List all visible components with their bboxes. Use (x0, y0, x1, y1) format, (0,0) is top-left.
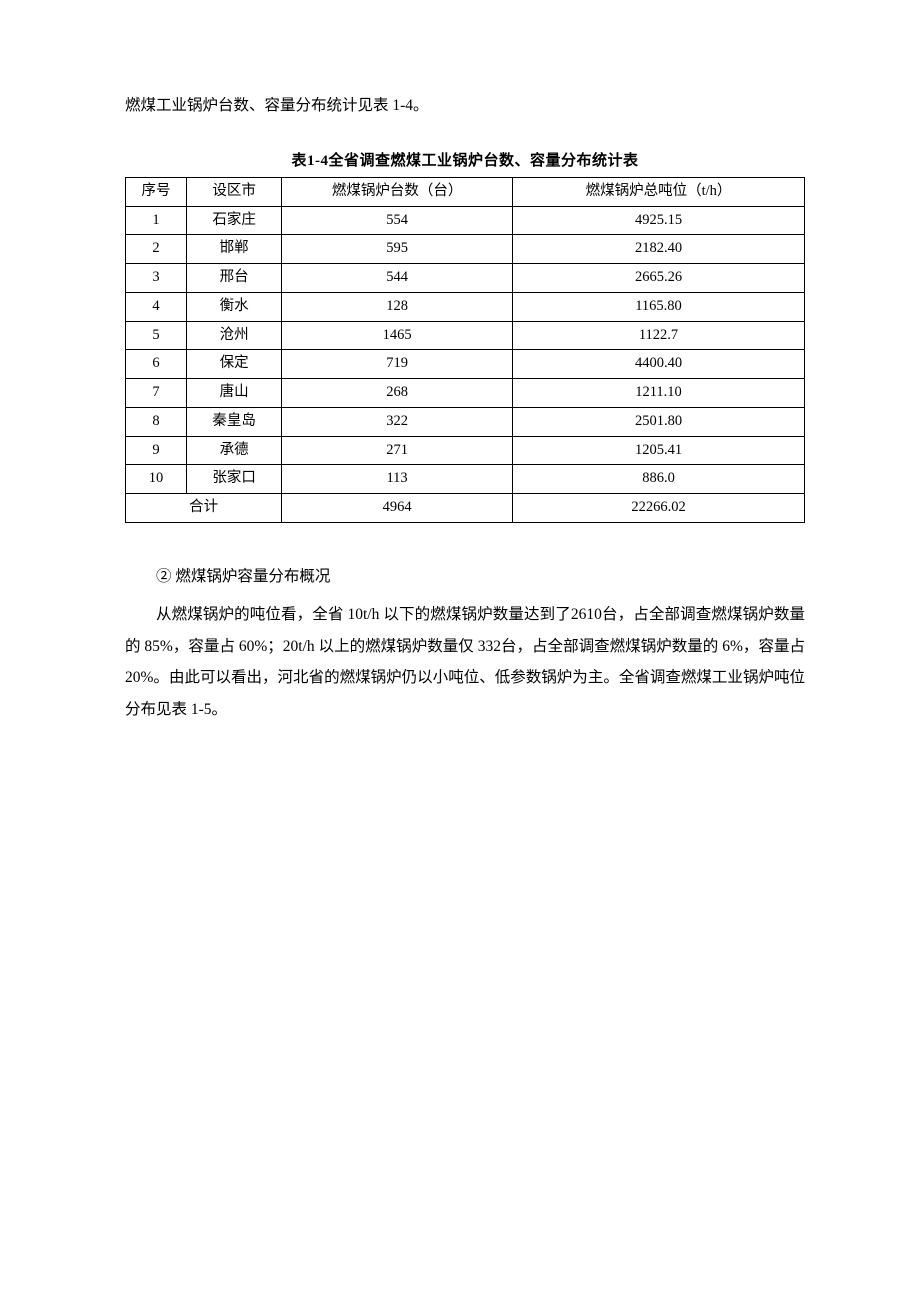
cell-tonnage: 886.0 (513, 465, 805, 494)
cell-seq: 3 (126, 264, 187, 293)
cell-count: 595 (282, 235, 513, 264)
cell-count: 268 (282, 379, 513, 408)
cell-city: 承德 (187, 436, 282, 465)
table-row: 2邯郸5952182.40 (126, 235, 805, 264)
table-title: 表1-4全省调查燃煤工业锅炉台数、容量分布统计表 (125, 148, 805, 175)
cell-seq: 7 (126, 379, 187, 408)
cell-seq: 8 (126, 407, 187, 436)
col-header-tonnage: 燃煤锅炉总吨位（t/h） (513, 177, 805, 206)
table-row: 1石家庄5544925.15 (126, 206, 805, 235)
cell-count: 719 (282, 350, 513, 379)
table-row: 7唐山2681211.10 (126, 379, 805, 408)
cell-tonnage: 1122.7 (513, 321, 805, 350)
table-row: 8秦皇岛3222501.80 (126, 407, 805, 436)
cell-count: 271 (282, 436, 513, 465)
cell-city: 石家庄 (187, 206, 282, 235)
cell-tonnage: 2182.40 (513, 235, 805, 264)
cell-tonnage: 2665.26 (513, 264, 805, 293)
boiler-stats-table: 序号 设区市 燃煤锅炉台数（台） 燃煤锅炉总吨位（t/h） 1石家庄554492… (125, 177, 805, 523)
total-tonnage: 22266.02 (513, 494, 805, 523)
cell-tonnage: 1205.41 (513, 436, 805, 465)
cell-seq: 2 (126, 235, 187, 264)
table-row: 10张家口113886.0 (126, 465, 805, 494)
cell-seq: 4 (126, 292, 187, 321)
body-paragraph: 从燃煤锅炉的吨位看，全省 10t/h 以下的燃煤锅炉数量达到了2610台，占全部… (125, 599, 805, 726)
cell-city: 秦皇岛 (187, 407, 282, 436)
cell-seq: 10 (126, 465, 187, 494)
cell-count: 544 (282, 264, 513, 293)
cell-city: 张家口 (187, 465, 282, 494)
cell-city: 唐山 (187, 379, 282, 408)
cell-tonnage: 1211.10 (513, 379, 805, 408)
total-count: 4964 (282, 494, 513, 523)
cell-city: 邢台 (187, 264, 282, 293)
cell-city: 沧州 (187, 321, 282, 350)
cell-seq: 5 (126, 321, 187, 350)
cell-tonnage: 2501.80 (513, 407, 805, 436)
table-row: 3邢台5442665.26 (126, 264, 805, 293)
cell-count: 322 (282, 407, 513, 436)
cell-city: 邯郸 (187, 235, 282, 264)
table-total-row: 合计 4964 22266.02 (126, 494, 805, 523)
table-row: 5沧州14651122.7 (126, 321, 805, 350)
cell-city: 保定 (187, 350, 282, 379)
col-header-count: 燃煤锅炉台数（台） (282, 177, 513, 206)
intro-text: 燃煤工业锅炉台数、容量分布统计见表 1-4。 (125, 92, 805, 120)
table-row: 9承德2711205.41 (126, 436, 805, 465)
cell-count: 113 (282, 465, 513, 494)
cell-count: 1465 (282, 321, 513, 350)
table-row: 4衡水1281165.80 (126, 292, 805, 321)
section-heading: ② 燃煤锅炉容量分布概况 (125, 563, 805, 591)
cell-count: 554 (282, 206, 513, 235)
table-header-row: 序号 设区市 燃煤锅炉台数（台） 燃煤锅炉总吨位（t/h） (126, 177, 805, 206)
cell-tonnage: 1165.80 (513, 292, 805, 321)
cell-seq: 1 (126, 206, 187, 235)
cell-seq: 6 (126, 350, 187, 379)
cell-city: 衡水 (187, 292, 282, 321)
cell-tonnage: 4925.15 (513, 206, 805, 235)
cell-count: 128 (282, 292, 513, 321)
cell-tonnage: 4400.40 (513, 350, 805, 379)
cell-seq: 9 (126, 436, 187, 465)
col-header-city: 设区市 (187, 177, 282, 206)
table-row: 6保定7194400.40 (126, 350, 805, 379)
total-label: 合计 (126, 494, 282, 523)
col-header-seq: 序号 (126, 177, 187, 206)
